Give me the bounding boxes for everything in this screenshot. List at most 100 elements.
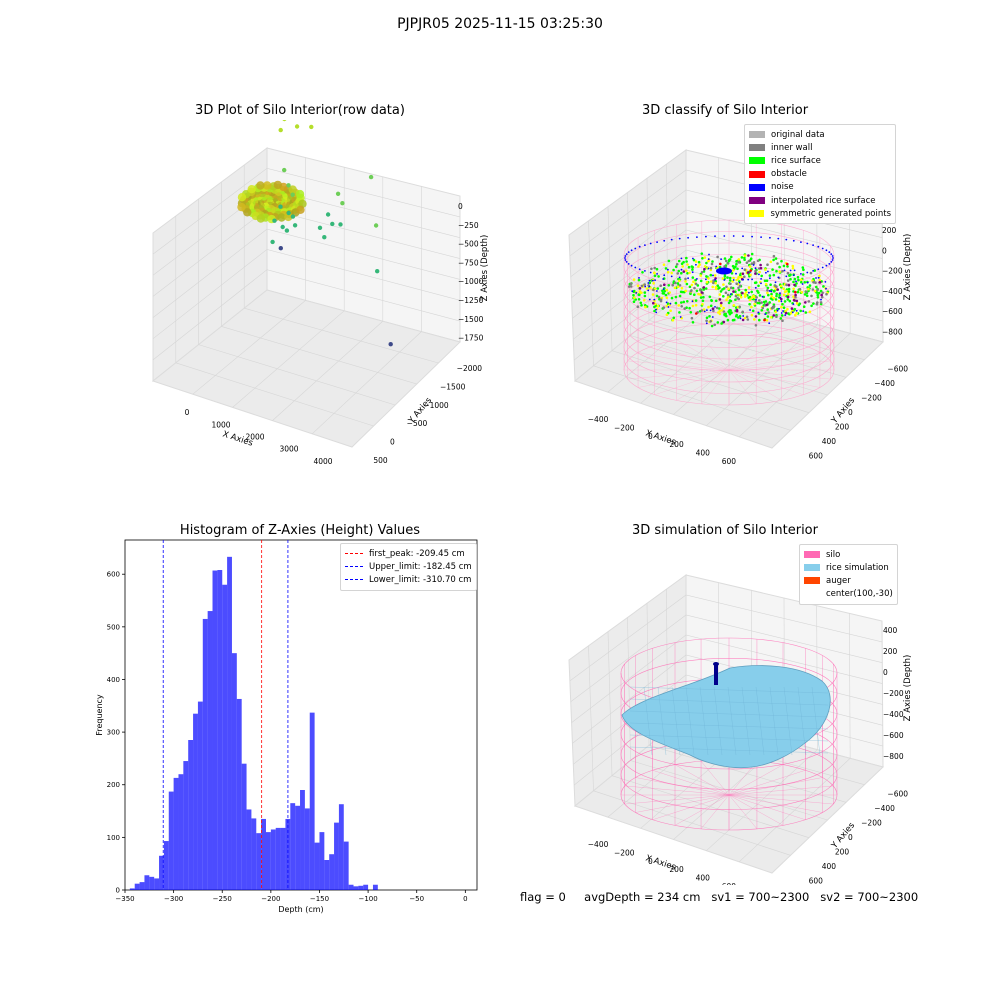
plot2-point: [780, 312, 783, 314]
plot2-point: [728, 258, 732, 261]
plot2-point: [801, 273, 805, 276]
plot2-point: [758, 301, 761, 305]
plot2-point: [655, 294, 659, 298]
plot2-point: [822, 285, 825, 288]
plot2-point: [769, 260, 773, 264]
plot2-point: [634, 298, 637, 301]
plot2-noise-point: [812, 244, 814, 247]
plot2-point: [750, 313, 754, 317]
plot2-noise-point: [812, 270, 814, 272]
plot2-point: [792, 280, 795, 284]
plot4-silo-floor-wire: [728, 785, 834, 796]
plot3-bar: [207, 611, 213, 890]
plot1-point: [330, 221, 335, 227]
plot2-point: [692, 280, 695, 284]
plot1-point: [290, 214, 296, 219]
plot2-point: [657, 275, 660, 278]
plot2-z-tick-label: −400: [882, 287, 903, 296]
plot2-silo-floor-wire: [627, 360, 730, 371]
plot3-legend: first_peak: -209.45 cm Upper_limit: -182.…: [340, 543, 477, 591]
plot2-point: [743, 316, 747, 320]
plot2-silo-floor-wire: [654, 345, 730, 371]
plot2-point: [772, 254, 776, 258]
plot2-point: [707, 277, 710, 280]
plot2-point: [775, 315, 778, 319]
plot2-point: [779, 284, 783, 288]
plot2-point: [659, 299, 663, 303]
plot4-y-tick-label: −200: [861, 818, 882, 827]
plot4-z-tick-label: 0: [883, 668, 888, 677]
plot2-noise-point: [825, 264, 828, 267]
plot2-point: [758, 270, 761, 274]
plot2-point: [645, 287, 649, 290]
plot2-point: [701, 299, 705, 303]
plot2-noise-point: [670, 275, 673, 278]
plot1-point-cluster: [295, 189, 305, 199]
plot2-silo-floor-wire: [638, 352, 730, 371]
plot2-point: [688, 306, 691, 310]
legend-swatch: [749, 183, 765, 191]
plot3-bar: [343, 841, 349, 890]
plot4-silo-floor-wire: [728, 794, 806, 820]
plot2-y-tick-label: 200: [835, 423, 850, 432]
plot2-noise-point: [714, 278, 716, 281]
plot2-point: [665, 301, 668, 304]
plot2-point: [758, 299, 761, 302]
plot2-point: [641, 271, 644, 274]
plot2-point: [755, 298, 757, 301]
plot4-grid: [849, 613, 851, 759]
plot1-point: [388, 342, 393, 347]
plot2-noise-point: [624, 257, 626, 259]
plot2-point: [804, 301, 807, 304]
plot3-bar: [319, 832, 325, 890]
plot4-silo-floor-wire: [728, 794, 834, 805]
legend-label: first_peak: -209.45 cm: [369, 548, 465, 559]
status-flag: flag = 0: [520, 890, 566, 904]
plot2-point: [651, 293, 655, 296]
plot2-point: [637, 298, 641, 301]
plot2-point: [782, 306, 786, 310]
plot2-point: [738, 281, 741, 284]
plot2-point: [804, 311, 808, 314]
plot4-rice-surface: [621, 665, 831, 769]
plot2-noise-point: [663, 239, 666, 242]
plot2-noise-cluster: [716, 267, 732, 275]
plot3-bar: [222, 584, 228, 890]
plot2-point: [746, 318, 750, 321]
plot2-noise-point: [723, 235, 726, 237]
plot2-point: [740, 275, 743, 279]
plot2-classify-3d: −400 −200 0 200 400 600 600 400 200 0 −200 −400 −600…: [568, 149, 913, 466]
plot2-silo-floor-wire: [728, 369, 831, 380]
plot1-point-cluster: [247, 185, 256, 194]
plot2-point: [703, 267, 706, 271]
plot2-point: [667, 284, 671, 287]
plot2-point: [765, 303, 769, 307]
plot3-y-tick-label: 600: [107, 571, 120, 579]
plot2-point: [700, 291, 704, 294]
plot2-point: [705, 261, 708, 265]
plot2-point: [663, 283, 666, 287]
plot1-point-cluster: [284, 212, 293, 222]
plot2-point: [761, 295, 764, 298]
plot2-point: [650, 267, 653, 271]
plot2-point: [729, 299, 733, 303]
plot1-point: [286, 183, 291, 188]
plot2-point: [686, 300, 689, 303]
plot3-bar: [197, 701, 203, 890]
plot2-point: [655, 308, 657, 311]
legend-entry: Upper_limit: -182.45 cm: [345, 560, 472, 573]
plot2-x-tick-label: 400: [696, 449, 711, 458]
plot1-title: 3D Plot of Silo Interior(row data): [195, 103, 405, 118]
plot2-silo-floor-wire: [676, 369, 730, 401]
plot2-point: [740, 256, 744, 259]
plot2-point: [775, 292, 778, 296]
plot2-point: [686, 263, 689, 266]
plot2-z-tick-label: −600: [882, 307, 903, 316]
plot2-point: [757, 284, 760, 288]
plot4-rice-mesh: [629, 698, 829, 706]
plot1-point-cluster: [273, 180, 282, 190]
plot2-point: [738, 284, 742, 288]
plot2-point: [636, 284, 640, 288]
plot1-y-tick-label: 0: [390, 438, 395, 447]
plot2-noise-point: [732, 279, 735, 281]
